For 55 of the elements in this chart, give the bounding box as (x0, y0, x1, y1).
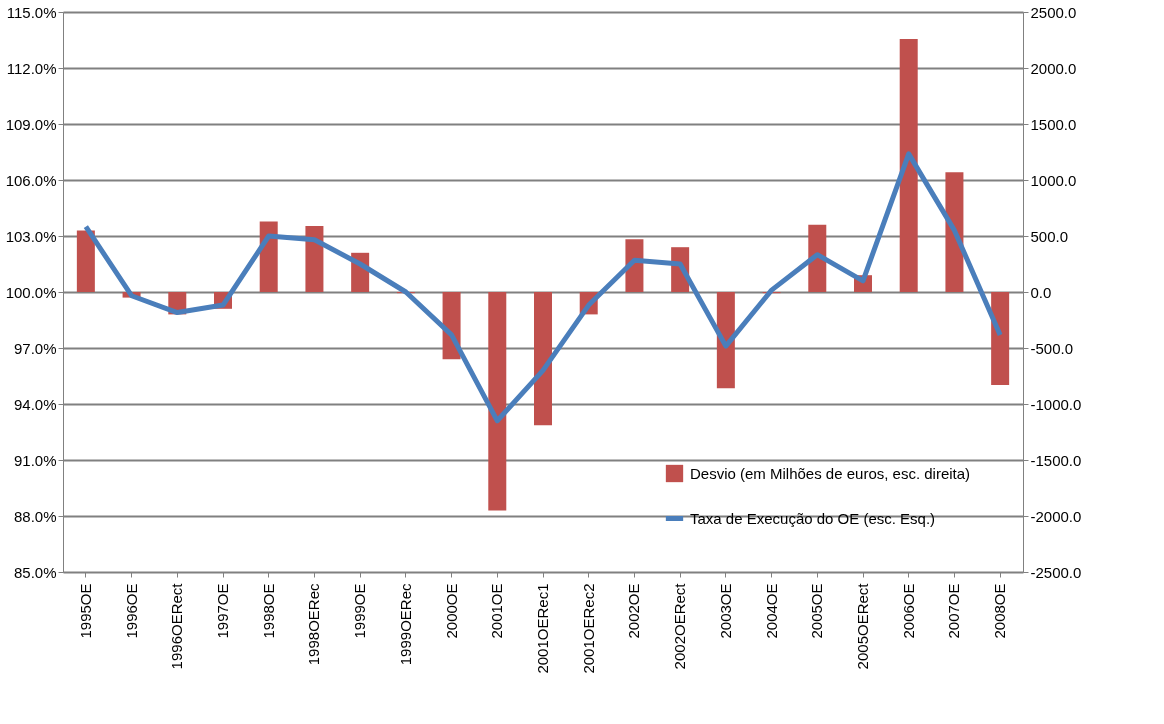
y2-tick-label: 2000.0 (1030, 59, 1077, 77)
y2-tick-label: 1000.0 (1030, 171, 1077, 189)
bar (808, 224, 827, 292)
x-tick-label: 1997OE (214, 583, 231, 639)
x-tick-label: 1998OE (259, 583, 277, 639)
bar (76, 230, 95, 292)
bar (488, 292, 507, 511)
x-tick-label: 2002OE (625, 583, 643, 639)
x-tick-label: 2001OERec2 (579, 583, 597, 674)
y-tick-label: 115.0% (6, 3, 57, 21)
x-tick-label: 1998OERec (305, 583, 323, 666)
x-tick-label: 2008OE (991, 583, 1009, 639)
bar (991, 292, 1010, 385)
y2-tick-label: -1500.0 (1030, 451, 1082, 469)
y-tick-label: 97.0% (13, 339, 57, 357)
x-tick-label: 2001OE (488, 583, 506, 639)
bar (259, 221, 278, 292)
y-tick-label: 88.0% (13, 507, 57, 525)
y-tick-label: 103.0% (5, 227, 57, 245)
y2-tick-label: -2500.0 (1030, 563, 1082, 581)
bar (305, 225, 324, 292)
legend-label: Desvio (em Milhões de euros, esc. direita) (690, 464, 971, 482)
x-tick-label: 1995OE (76, 583, 94, 639)
legend-label: Taxa de Execução do OE (esc. Esq.) (690, 509, 936, 527)
bar (534, 292, 552, 426)
x-tick-label: 2005OE (808, 583, 826, 639)
bar (899, 38, 918, 292)
y-tick-label: 100.0% (5, 283, 57, 301)
y2-tick-label: -1000.0 (1030, 395, 1082, 413)
y-tick-label: 109.0% (5, 115, 57, 133)
y-tick-label: 106.0% (5, 171, 57, 189)
y-tick-label: 112.0% (6, 59, 57, 77)
y2-tick-label: 2500.0 (1030, 3, 1077, 21)
x-tick-label: 2003OE (716, 583, 734, 639)
x-tick-label: 2006OE (899, 583, 917, 639)
bar (945, 172, 964, 292)
x-tick-label: 1996OE (122, 583, 140, 639)
x-tick-label: 1999OE (351, 583, 369, 639)
x-tick-label: 2007OE (945, 583, 963, 639)
y2-tick-label: 500.0 (1030, 227, 1069, 245)
y-tick-label: 85.0% (13, 563, 57, 581)
y2-tick-label: -2000.0 (1030, 507, 1082, 525)
y2-tick-label: 0.0 (1030, 283, 1052, 301)
x-tick-label: 2005OERect (854, 582, 871, 670)
x-tick-label: 2000OE (442, 583, 460, 639)
y-tick-label: 94.0% (13, 395, 57, 413)
x-tick-label: 2001OERec1 (534, 583, 551, 674)
y-tick-label: 91.0% (13, 451, 57, 469)
bar (716, 292, 735, 389)
x-tick-label: 1999OERec (396, 583, 414, 666)
y2-tick-label: 1500.0 (1030, 115, 1077, 133)
x-tick-label: 1996OERect (168, 582, 186, 670)
y2-tick-label: -500.0 (1030, 339, 1074, 357)
x-tick-label: 2004OE (762, 583, 780, 639)
x-tick-label: 2002OERect (671, 582, 689, 670)
